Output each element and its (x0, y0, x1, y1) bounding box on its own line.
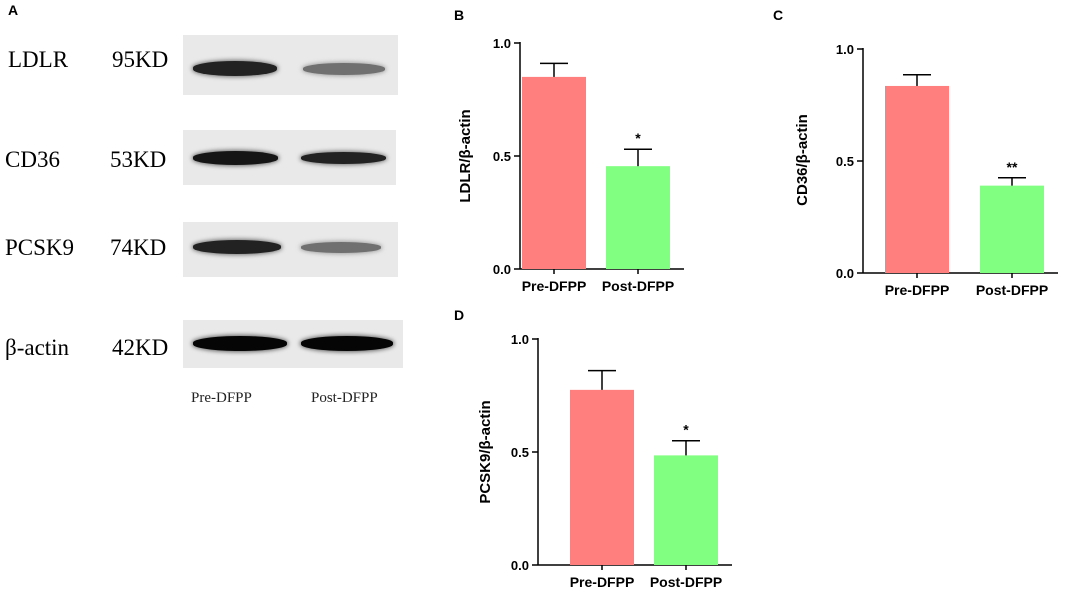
chart-c-letter: C (773, 7, 783, 23)
wb-row-ldlr-label: LDLR (8, 47, 69, 72)
chart-b-letter: B (454, 7, 464, 23)
chart-b-xtick-label-0: Pre-DFPP (522, 278, 587, 294)
chart-c-xtick-label-0: Pre-DFPP (885, 282, 950, 298)
chart-c-ytick-label: 0.0 (836, 266, 854, 281)
chart-c: C CD36/β-actin 0.0 0.5 1.0 Pre-DFPP ** Post-D… (773, 7, 1058, 298)
wb-row-actin-label: β-actin (5, 335, 70, 360)
wb-lane-label-post: Post-DFPP (311, 390, 378, 406)
chart-d-xtick-label-1: Post-DFPP (650, 574, 722, 590)
chart-b-xtick-label-1: Post-DFPP (602, 278, 674, 294)
chart-b-bar-1 (606, 166, 670, 269)
chart-d-ylabel: PCSK9/β-actin (477, 400, 494, 503)
wb-row-cd36-label: CD36 (5, 147, 60, 172)
chart-c-ytick-label: 1.0 (836, 42, 854, 57)
chart-d-ytick-label: 0.0 (511, 558, 529, 573)
wb-band-actin-post (301, 336, 393, 351)
chart-d-xtick-label-0: Pre-DFPP (570, 574, 635, 590)
chart-d: D PCSK9/β-actin 0.0 0.5 1.0 Pre-DFPP * Post-D… (454, 307, 732, 590)
wb-band-cd36-pre (193, 151, 278, 165)
wb-band-pcsk9-post (301, 242, 381, 253)
wb-band-ldlr-post (303, 63, 385, 75)
chart-d-bar-1 (654, 455, 718, 565)
wb-row-ldlr-size: 95KD (112, 47, 169, 72)
wb-band-actin-pre (193, 336, 287, 351)
wb-band-pcsk9-pre (193, 240, 281, 254)
chart-d-letter: D (454, 307, 464, 323)
chart-c-bar-1 (980, 185, 1044, 273)
wb-row-pcsk9-size: 74KD (110, 235, 167, 260)
chart-b-bar-0 (522, 76, 586, 270)
chart-c-significance-1: ** (1007, 159, 1018, 175)
chart-b: B LDLR/β-actin 0.0 0.5 1.0 Pre-DFPP * Post-DF… (454, 7, 684, 294)
wb-blot-ldlr (183, 35, 398, 95)
wb-lane-label-pre: Pre-DFPP (191, 390, 252, 406)
chart-d-significance-1: * (683, 422, 689, 438)
wb-blot-actin (183, 320, 403, 368)
wb-band-cd36-post (301, 152, 386, 164)
wb-row-actin-size: 42KD (112, 335, 169, 360)
chart-b-ytick-label: 0.0 (493, 262, 511, 277)
wb-row-cd36-size: 53KD (110, 147, 167, 172)
chart-b-ytick-label: 0.5 (493, 149, 511, 164)
chart-d-bar-0 (570, 389, 634, 565)
chart-d-ytick-label: 1.0 (511, 332, 529, 347)
chart-c-xtick-label-1: Post-DFPP (976, 282, 1048, 298)
wb-blot-pcsk9 (183, 222, 398, 277)
chart-b-ylabel: LDLR/β-actin (457, 109, 474, 202)
chart-c-ylabel: CD36/β-actin (794, 114, 811, 206)
wb-blot-cd36 (183, 130, 396, 185)
wb-row-pcsk9-label: PCSK9 (5, 235, 75, 260)
chart-b-significance-1: * (635, 130, 641, 146)
chart-c-ytick-label: 0.5 (836, 154, 854, 169)
wb-band-ldlr-pre (193, 61, 277, 76)
panel-a-letter: A (8, 2, 19, 18)
chart-d-ytick-label: 0.5 (511, 445, 529, 460)
chart-c-bar-0 (885, 85, 949, 274)
chart-b-ytick-label: 1.0 (493, 36, 511, 51)
